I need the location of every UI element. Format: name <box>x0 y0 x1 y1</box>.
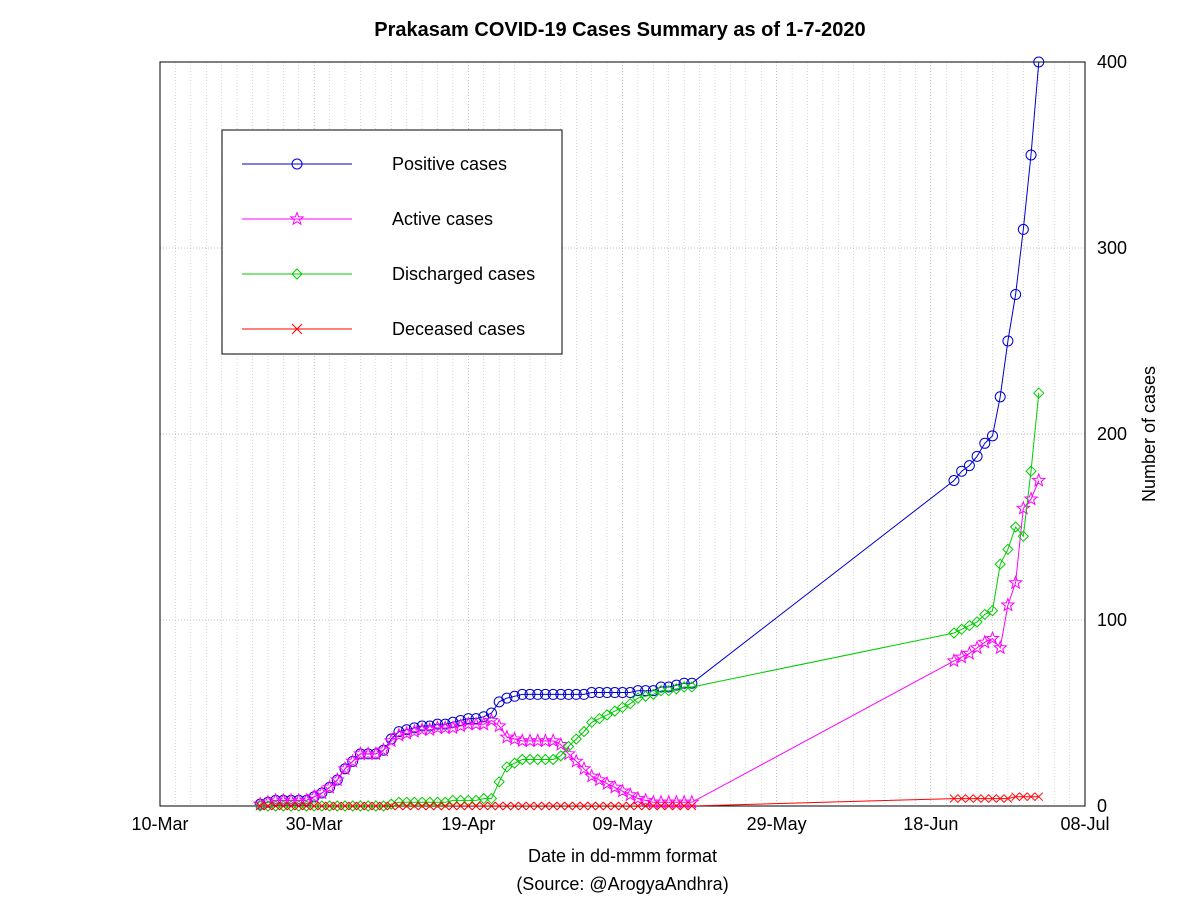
x-tick-label: 10-Mar <box>131 814 188 834</box>
x-axis-sub-label: (Source: @ArogyaAndhra) <box>516 874 728 894</box>
legend-item-label: Positive cases <box>392 154 507 174</box>
series-active-cases <box>254 474 1045 809</box>
x-tick-label: 18-Jun <box>903 814 958 834</box>
legend-item-label: Active cases <box>392 209 493 229</box>
x-tick-label: 30-Mar <box>286 814 343 834</box>
x-axis-label: Date in dd-mmm format <box>528 846 717 866</box>
legend: Positive cases Active cases Discharged cas… <box>222 130 562 354</box>
covid-cases-chart: Prakasam COVID-19 Cases Summary as of 1-… <box>0 0 1200 900</box>
x-tick-labels: 10-Mar 30-Mar 19-Apr 09-May 29-May 18-Jun 08-J… <box>131 814 1109 834</box>
x-tick-label: 08-Jul <box>1060 814 1109 834</box>
x-tick-label: 09-May <box>592 814 652 834</box>
series-discharged-cases <box>255 388 1044 811</box>
legend-item-label: Discharged cases <box>392 264 535 284</box>
y-tick-label: 100 <box>1097 610 1127 630</box>
y-tick-label: 200 <box>1097 424 1127 444</box>
chart-title: Prakasam COVID-19 Cases Summary as of 1-… <box>374 19 865 41</box>
x-tick-label: 19-Apr <box>441 814 495 834</box>
y-tick-label: 300 <box>1097 238 1127 258</box>
y-tick-label: 400 <box>1097 52 1127 72</box>
y-axis-label: Number of cases <box>1139 366 1159 502</box>
legend-item-label: Deceased cases <box>392 319 525 339</box>
y-tick-label: 0 <box>1097 796 1107 816</box>
x-tick-label: 29-May <box>747 814 807 834</box>
y-tick-labels: 0 100 200 300 400 <box>1097 52 1127 816</box>
